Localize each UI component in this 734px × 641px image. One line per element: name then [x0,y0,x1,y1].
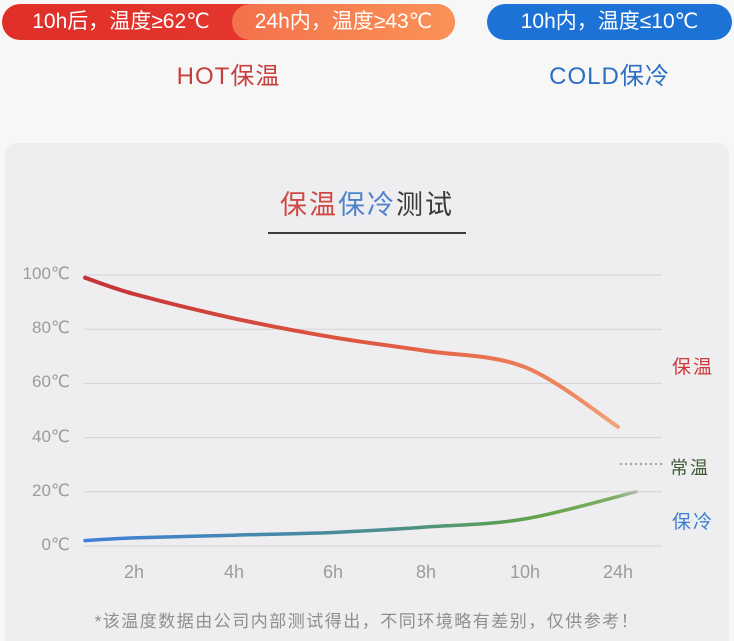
x-tick-label: 8h [415,562,437,582]
x-tick-label: 2h [123,562,145,582]
y-tick-label: 20℃ [31,480,70,500]
footnote: *该温度数据由公司内部测试得出，不同环境略有差别，仅供参考！ [94,612,640,631]
chart-title-underline: 保温保冷测试 [268,183,466,234]
cold-section-label: COLD保冷 [549,63,670,90]
x-tick-label: 24h [602,562,634,582]
cold-badge-pill: 10h内，温度≤10℃ [487,4,732,40]
title-rest-part: 测试 [396,190,454,220]
y-tick-label: 100℃ [22,264,70,283]
y-tick-label: 60℃ [31,372,70,392]
y-tick-label: 40℃ [31,426,70,446]
series-label-room: 常温 [670,458,710,478]
hot-section-label: HOT保温 [176,63,281,90]
x-tick-label: 10h [509,562,541,582]
series-label-hot: 保温 [672,357,715,378]
hot-badge-10h-text: 10h后，温度≥62℃ [32,10,210,33]
hot-badge-24h-text: 24h内，温度≥43℃ [232,4,455,40]
chart-title: 保温保冷测试 [0,183,734,234]
x-tick-label: 4h [223,562,245,582]
x-tick-label: 6h [322,562,344,582]
title-hot-part: 保温 [280,190,338,220]
y-tick-label: 0℃ [41,535,70,554]
title-cold-part: 保冷 [338,190,396,220]
hot-badge-pill: 10h后，温度≥62℃ 24h内，温度≥43℃ [2,4,455,40]
y-tick-label: 80℃ [31,318,70,338]
series-label-cold: 保冷 [672,512,715,533]
